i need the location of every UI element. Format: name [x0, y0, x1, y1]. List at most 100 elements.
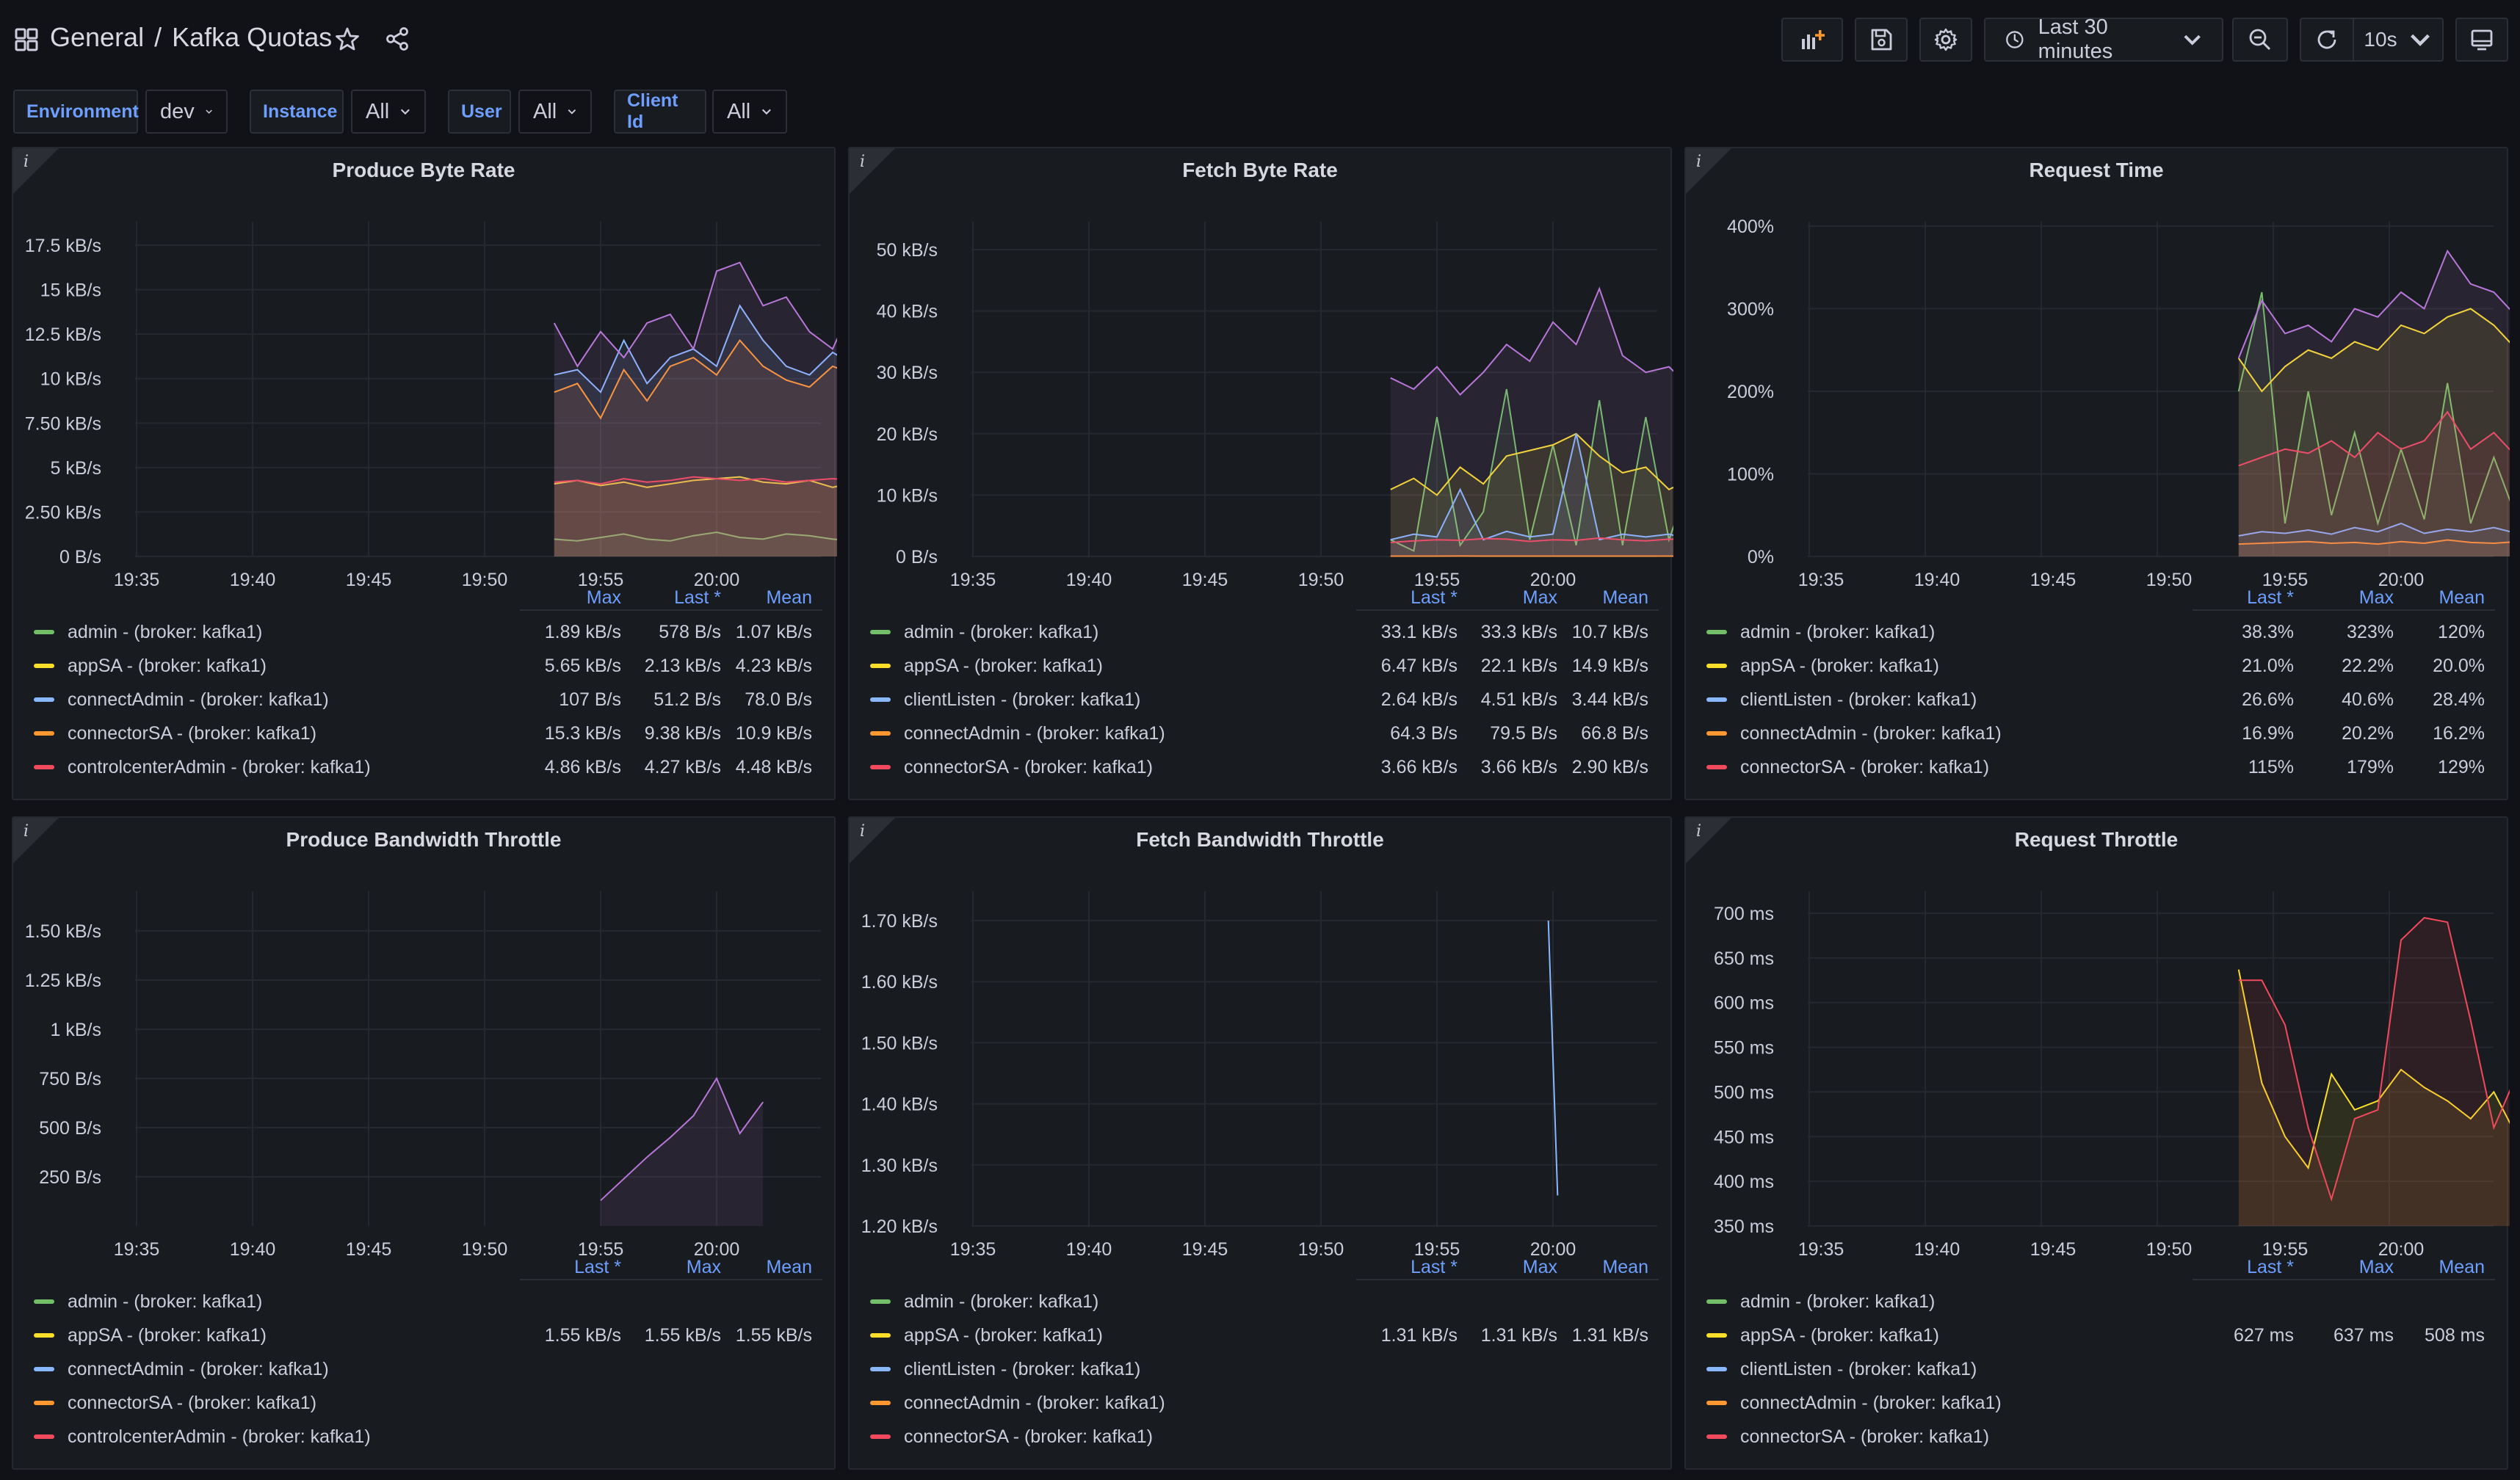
legend-row[interactable]: appSA - (broker: kafka1) 1.55 kB/s 1.55 kB… [34, 1318, 812, 1352]
panel-info-corner[interactable] [13, 818, 59, 863]
series-line[interactable] [1390, 286, 1673, 400]
series-line[interactable] [2237, 969, 2510, 1170]
refresh-button[interactable] [2300, 18, 2354, 62]
legend-color-swatch[interactable] [870, 1333, 891, 1338]
legend-sort-column[interactable]: Last * [674, 587, 721, 608]
legend-sort-column[interactable]: Max [686, 1257, 721, 1277]
info-icon[interactable]: i [860, 822, 866, 841]
legend-sort-column[interactable]: Max [1522, 1257, 1557, 1277]
legend-series-name[interactable]: admin - (broker: kafka1) [68, 621, 263, 642]
legend-series-name[interactable]: appSA - (broker: kafka1) [68, 1324, 267, 1346]
tv-mode-button[interactable] [2455, 18, 2508, 62]
share-icon[interactable] [385, 26, 410, 51]
legend-color-swatch[interactable] [1706, 1401, 1727, 1405]
legend-row[interactable]: appSA - (broker: kafka1) 627 ms 637 ms 508 … [1706, 1318, 2485, 1352]
series-line[interactable] [2238, 522, 2510, 537]
add-panel-button[interactable] [1781, 18, 1843, 62]
legend-sort-column[interactable]: Max [586, 587, 621, 608]
legend-color-swatch[interactable] [34, 1434, 54, 1439]
legend-series-name[interactable]: admin - (broker: kafka1) [904, 1291, 1099, 1312]
legend-sort-column[interactable]: Mean [766, 1257, 812, 1277]
legend-color-swatch[interactable] [34, 630, 54, 634]
panel-produce-byte-rate[interactable]: i Produce Byte Rate 17.5 kB/s 15 kB/s 12.5 k… [12, 147, 837, 800]
legend-series-name[interactable]: controlcenterAdmin - (broker: kafka1) [68, 756, 371, 777]
legend-color-swatch[interactable] [1706, 765, 1727, 769]
legend-series-name[interactable]: clientListen - (broker: kafka1) [904, 1358, 1141, 1379]
info-icon[interactable]: i [23, 153, 29, 171]
breadcrumb-folder[interactable]: General [50, 22, 145, 52]
chart-plot[interactable]: 700 ms 650 ms 600 ms 550 ms 500 ms 450 ms 400 … [1686, 818, 2510, 1258]
legend-series-name[interactable]: connectAdmin - (broker: kafka1) [68, 1358, 329, 1379]
legend-row[interactable]: clientListen - (broker: kafka1) [1706, 1352, 2485, 1386]
legend-sort-column[interactable]: Last * [1411, 587, 1458, 608]
series-line[interactable] [2237, 249, 2510, 359]
legend-row[interactable]: appSA - (broker: kafka1) 5.65 kB/s 2.13 kB… [34, 649, 812, 683]
legend-row[interactable]: connectAdmin - (broker: kafka1) [870, 1386, 1648, 1420]
legend-series-name[interactable]: connectorSA - (broker: kafka1) [68, 1392, 317, 1413]
panel-info-corner[interactable] [1686, 148, 1731, 194]
legend-color-swatch[interactable] [34, 731, 54, 736]
legend-series-name[interactable]: clientListen - (broker: kafka1) [1740, 1358, 1977, 1379]
legend-color-swatch[interactable] [870, 697, 891, 702]
page-title[interactable]: Kafka Quotas [172, 22, 333, 52]
info-icon[interactable]: i [1696, 153, 1702, 171]
legend-color-swatch[interactable] [34, 1333, 54, 1338]
legend-color-swatch[interactable] [870, 630, 891, 634]
legend-series-name[interactable]: connectAdmin - (broker: kafka1) [904, 1392, 1165, 1413]
panel-produce-bandwidth-throttle[interactable]: i Produce Bandwidth Throttle 1.50 kB/s 1.25… [12, 816, 836, 1470]
legend-row[interactable]: clientListen - (broker: kafka1) [870, 1352, 1648, 1386]
legend-color-swatch[interactable] [870, 1299, 891, 1304]
series-line[interactable] [2238, 917, 2510, 1202]
legend-color-swatch[interactable] [870, 765, 891, 769]
legend-color-swatch[interactable] [870, 1401, 891, 1405]
panel-info-corner[interactable] [1686, 818, 1731, 863]
legend-row[interactable]: admin - (broker: kafka1) [870, 1285, 1648, 1318]
panel-title[interactable]: Request Time [2029, 159, 2164, 181]
legend-series-name[interactable]: admin - (broker: kafka1) [1740, 1291, 1936, 1312]
legend-series-name[interactable]: connectorSA - (broker: kafka1) [1740, 1426, 1990, 1447]
series-line[interactable] [2238, 410, 2510, 467]
series-line[interactable] [600, 1076, 764, 1201]
legend-row[interactable]: connectAdmin - (broker: kafka1) 64.3 B/s 7… [870, 717, 1648, 750]
legend-color-swatch[interactable] [1706, 697, 1727, 702]
legend-color-swatch[interactable] [34, 1299, 54, 1304]
legend-color-swatch[interactable] [1706, 731, 1727, 736]
legend-color-swatch[interactable] [870, 731, 891, 736]
save-dashboard-button[interactable] [1855, 18, 1908, 62]
legend-series-name[interactable]: appSA - (broker: kafka1) [68, 655, 267, 676]
dashboard-settings-button[interactable] [1919, 18, 1972, 62]
series-line[interactable] [1390, 432, 1673, 520]
legend-color-swatch[interactable] [34, 664, 54, 668]
legend-color-swatch[interactable] [1706, 1299, 1727, 1304]
legend-sort-column[interactable]: Max [1522, 587, 1557, 608]
variable-select-environment[interactable]: dev [145, 90, 228, 134]
legend-series-name[interactable]: connectAdmin - (broker: kafka1) [1740, 722, 2002, 744]
legend-sort-column[interactable]: Mean [1602, 587, 1648, 608]
legend-series-name[interactable]: appSA - (broker: kafka1) [904, 655, 1103, 676]
legend-row[interactable]: connectorSA - (broker: kafka1) [870, 1420, 1648, 1454]
time-range-picker[interactable]: Last 30 minutes [1984, 15, 2223, 63]
series-line[interactable] [554, 476, 837, 485]
legend-series-name[interactable]: admin - (broker: kafka1) [68, 1291, 263, 1312]
legend-row[interactable]: admin - (broker: kafka1) 33.1 kB/s 33.3 kB… [870, 615, 1648, 649]
legend-series-name[interactable]: connectAdmin - (broker: kafka1) [1740, 1392, 2002, 1413]
series-line[interactable] [1390, 433, 1673, 542]
panel-info-corner[interactable] [850, 148, 895, 194]
series-line[interactable] [554, 531, 837, 546]
legend-color-swatch[interactable] [1706, 1367, 1727, 1371]
series-line[interactable] [2237, 308, 2510, 393]
legend-series-name[interactable]: connectorSA - (broker: kafka1) [904, 1426, 1154, 1447]
panel-fetch-byte-rate[interactable]: i Fetch Byte Rate 50 kB/s 40 kB/s 30 kB/s 20 … [848, 147, 1673, 800]
legend-color-swatch[interactable] [1706, 1333, 1727, 1338]
legend-row[interactable]: connectorSA - (broker: kafka1) [1706, 1420, 2485, 1454]
legend-series-name[interactable]: appSA - (broker: kafka1) [1740, 1324, 1939, 1346]
apps-grid-icon[interactable] [15, 28, 38, 51]
chart-plot[interactable]: 1.50 kB/s 1.25 kB/s 1 kB/s 750 B/s 500 B/s 25… [13, 818, 837, 1258]
legend-row[interactable]: appSA - (broker: kafka1) 21.0% 22.2% 20.0% [1706, 649, 2485, 683]
variable-select-user[interactable]: All [518, 90, 592, 134]
legend-row[interactable]: admin - (broker: kafka1) 38.3% 323% 120% [1706, 615, 2485, 649]
legend-row[interactable]: connectAdmin - (broker: kafka1) [34, 1352, 812, 1386]
series-line[interactable] [2237, 291, 2510, 526]
legend-sort-column[interactable]: Mean [766, 587, 812, 608]
legend-series-name[interactable]: clientListen - (broker: kafka1) [1740, 689, 1977, 710]
